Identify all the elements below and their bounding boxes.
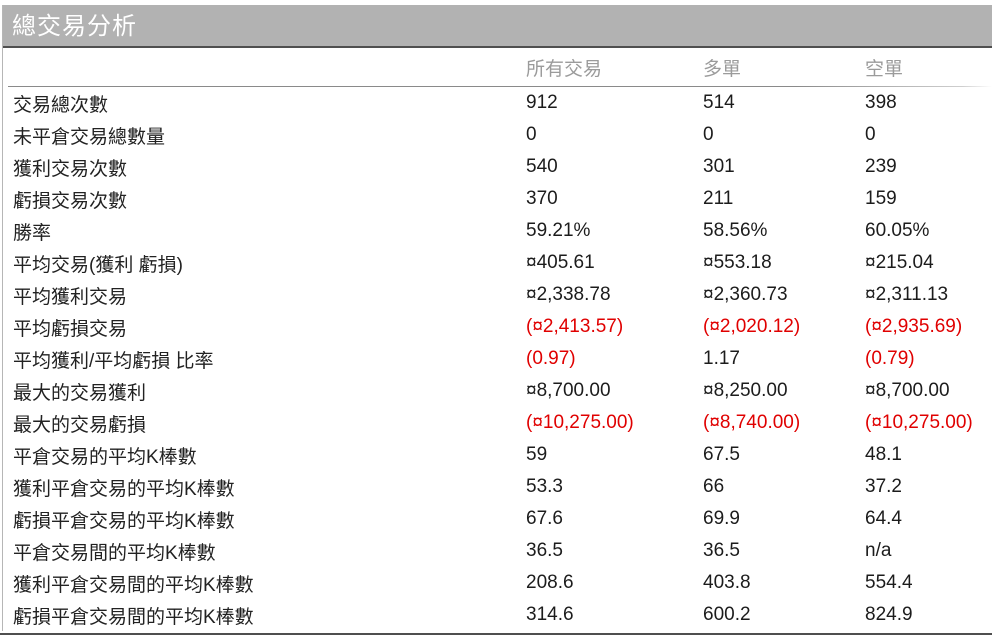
cell-all-trades: ¤8,700.00 [526, 380, 611, 401]
cell-short: 64.4 [865, 508, 902, 529]
table-row: 最大的交易虧損 (¤10,275.00) (¤8,740.00) (¤10,27… [3, 407, 992, 439]
cell-all-trades: 67.6 [526, 508, 563, 529]
cell-long: (¤8,740.00) [703, 412, 801, 433]
cell-short: 37.2 [865, 476, 902, 497]
cell-all-trades: 59 [526, 444, 548, 465]
cell-long: 403.8 [703, 572, 751, 593]
cell-short: (¤10,275.00) [865, 412, 973, 433]
row-label: 平倉交易間的平均K棒數 [13, 542, 216, 564]
row-label: 獲利平倉交易的平均K棒數 [13, 478, 235, 500]
cell-long: ¤8,250.00 [703, 380, 788, 401]
column-header-long: 多單 [703, 59, 742, 80]
table-header-row: 所有交易 多單 空單 [3, 48, 992, 87]
cell-all-trades: 912 [526, 92, 558, 113]
table-row: 虧損平倉交易的平均K棒數 67.6 69.9 64.4 [3, 503, 992, 535]
cell-short: 824.9 [865, 604, 913, 625]
table-row: 平均獲利/平均虧損 比率 (0.97) 1.17 (0.79) [3, 343, 992, 375]
cell-short: n/a [865, 540, 892, 561]
cell-short: 60.05% [865, 220, 930, 241]
cell-all-trades: ¤2,338.78 [526, 284, 611, 305]
table-row: 勝率 59.21% 58.56% 60.05% [3, 215, 992, 247]
cell-all-trades: 540 [526, 156, 558, 177]
cell-long: 58.56% [703, 220, 768, 241]
table-row: 平均交易(獲利 虧損) ¤405.61 ¤553.18 ¤215.04 [3, 247, 992, 279]
cell-short: ¤215.04 [865, 252, 934, 273]
column-header-all-trades: 所有交易 [526, 59, 603, 80]
row-label: 虧損平倉交易的平均K棒數 [13, 510, 235, 532]
table-row: 虧損交易次數 370 211 159 [3, 183, 992, 215]
cell-long: (¤2,020.12) [703, 316, 801, 337]
cell-long: ¤2,360.73 [703, 284, 788, 305]
cell-short: 159 [865, 188, 897, 209]
table-row: 虧損平倉交易間的平均K棒數 314.6 600.2 824.9 [3, 599, 992, 631]
cell-short: (¤2,935.69) [865, 316, 963, 337]
viewport-bottom-edge [0, 633, 992, 635]
cell-all-trades: (0.97) [526, 348, 576, 369]
cell-long: 67.5 [703, 444, 740, 465]
cell-long: 301 [703, 156, 735, 177]
cell-long: 36.5 [703, 540, 740, 561]
row-label: 虧損交易次數 [13, 190, 128, 212]
column-header-short: 空單 [865, 59, 904, 80]
cell-all-trades: ¤405.61 [526, 252, 595, 273]
cell-short: 48.1 [865, 444, 902, 465]
cell-all-trades: 36.5 [526, 540, 563, 561]
cell-all-trades: 0 [526, 124, 537, 145]
cell-all-trades: 59.21% [526, 220, 591, 241]
row-label: 平均交易(獲利 虧損) [13, 254, 183, 276]
cell-short: ¤2,311.13 [865, 284, 949, 305]
row-label: 獲利平倉交易間的平均K棒數 [13, 574, 254, 596]
table-row: 獲利平倉交易的平均K棒數 53.3 66 37.2 [3, 471, 992, 503]
table-row: 未平倉交易總數量 0 0 0 [3, 119, 992, 151]
cell-long: 1.17 [703, 348, 740, 369]
header-divider [8, 86, 992, 87]
table-row: 獲利交易次數 540 301 239 [3, 151, 992, 183]
cell-all-trades: (¤10,275.00) [526, 412, 634, 433]
row-label: 最大的交易獲利 [13, 382, 147, 404]
cell-long: 211 [703, 188, 734, 209]
cell-long: 69.9 [703, 508, 740, 529]
cell-short: 0 [865, 124, 876, 145]
table-row: 平倉交易間的平均K棒數 36.5 36.5 n/a [3, 535, 992, 567]
trade-analysis-panel: 總交易分析 所有交易 多單 空單 交易總次數 912 514 398 未平倉交易… [2, 5, 992, 631]
cell-all-trades: 314.6 [526, 604, 574, 625]
table-row: 平均虧損交易 (¤2,413.57) (¤2,020.12) (¤2,935.6… [3, 311, 992, 343]
cell-long: ¤553.18 [703, 252, 772, 273]
table-row: 最大的交易獲利 ¤8,700.00 ¤8,250.00 ¤8,700.00 [3, 375, 992, 407]
cell-long: 600.2 [703, 604, 751, 625]
row-label: 虧損平倉交易間的平均K棒數 [13, 606, 254, 628]
row-label: 平均虧損交易 [13, 318, 128, 340]
cell-short: 554.4 [865, 572, 913, 593]
table-row: 交易總次數 912 514 398 [3, 87, 992, 119]
cell-all-trades: 208.6 [526, 572, 574, 593]
cell-all-trades: 370 [526, 188, 558, 209]
row-label: 平均獲利/平均虧損 比率 [13, 350, 214, 372]
row-label: 平均獲利交易 [13, 286, 128, 308]
cell-short: ¤8,700.00 [865, 380, 950, 401]
row-label: 勝率 [13, 222, 52, 244]
table-row: 平倉交易的平均K棒數 59 67.5 48.1 [3, 439, 992, 471]
cell-short: 398 [865, 92, 897, 113]
row-label: 未平倉交易總數量 [13, 126, 166, 148]
table-row: 獲利平倉交易間的平均K棒數 208.6 403.8 554.4 [3, 567, 992, 599]
section-title: 總交易分析 [3, 5, 992, 48]
row-label: 平倉交易的平均K棒數 [13, 446, 197, 468]
cell-short: 239 [865, 156, 897, 177]
cell-all-trades: (¤2,413.57) [526, 316, 624, 337]
row-label: 交易總次數 [13, 94, 109, 116]
cell-long: 66 [703, 476, 725, 497]
cell-short: (0.79) [865, 348, 915, 369]
row-label: 獲利交易次數 [13, 158, 128, 180]
table-row: 平均獲利交易 ¤2,338.78 ¤2,360.73 ¤2,311.13 [3, 279, 992, 311]
cell-long: 514 [703, 92, 735, 113]
cell-all-trades: 53.3 [526, 476, 563, 497]
row-label: 最大的交易虧損 [13, 414, 147, 436]
cell-long: 0 [703, 124, 714, 145]
